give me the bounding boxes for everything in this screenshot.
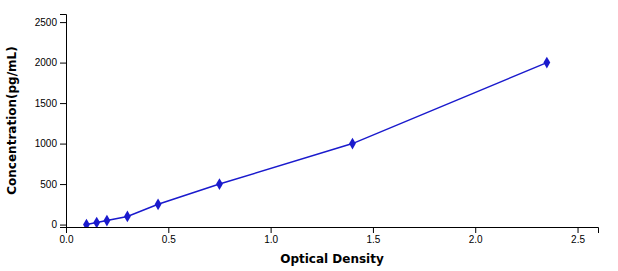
x-axis-line: [67, 228, 599, 234]
tick-label: 0: [51, 219, 57, 230]
y-axis-line: [60, 15, 67, 228]
tick-label: 2.0: [469, 234, 483, 245]
point: [93, 217, 100, 227]
tick-label: 500: [40, 179, 57, 190]
x-axis: 0.0 0.5 1.0 1.5 2.0 2.5: [60, 227, 599, 245]
tick-mark: [271, 227, 272, 233]
tick-mark: [60, 22, 66, 23]
tick: 2.0: [469, 227, 483, 245]
tick-label: 1.5: [366, 234, 380, 245]
tick-mark: [60, 63, 66, 64]
tick-label: 1500: [35, 98, 58, 109]
tick: 0: [51, 219, 66, 230]
tick: 0.5: [162, 227, 176, 245]
point: [543, 57, 550, 69]
tick: 2000: [35, 57, 66, 68]
plot-area: 0.0 0.5 1.0 1.5 2.0 2.5 0 500 1000 1500 2000 2500: [35, 15, 599, 246]
tick-mark: [60, 144, 66, 145]
tick-mark: [373, 227, 374, 233]
tick: 2.5: [571, 227, 585, 245]
tick-label: 1000: [35, 138, 58, 149]
tick-mark: [578, 227, 579, 233]
point: [155, 198, 162, 210]
chart: 0.0 0.5 1.0 1.5 2.0 2.5 0 500 1000 1500 2000 2500 Op…: [0, 0, 618, 271]
point: [349, 138, 356, 150]
tick: 1.5: [366, 227, 380, 245]
point: [104, 215, 111, 227]
line: [86, 63, 546, 225]
tick: 500: [40, 179, 66, 190]
tick-label: 1.0: [264, 234, 278, 245]
tick: 1000: [35, 138, 66, 149]
tick-mark: [475, 227, 476, 233]
marks: [83, 57, 550, 227]
point: [83, 219, 90, 227]
tick: 1.0: [264, 227, 278, 245]
tick-label: 0.5: [162, 234, 176, 245]
tick-mark: [60, 184, 66, 185]
y-axis-title: Concentration(pg/mL): [5, 46, 19, 194]
tick-label: 2000: [35, 57, 58, 68]
tick-mark: [60, 103, 66, 104]
tick-label: 0.0: [60, 234, 74, 245]
tick-label: 2500: [35, 17, 58, 28]
tick-mark: [168, 227, 169, 233]
tick-mark: [60, 225, 66, 226]
point: [124, 211, 131, 223]
tick: 0.0: [60, 227, 74, 245]
x-axis-title: Optical Density: [280, 252, 384, 266]
tick-label: 2.5: [571, 234, 585, 245]
point: [216, 178, 223, 190]
tick: 1500: [35, 98, 66, 109]
tick: 2500: [35, 17, 66, 28]
y-axis: 0 500 1000 1500 2000 2500: [35, 15, 67, 231]
